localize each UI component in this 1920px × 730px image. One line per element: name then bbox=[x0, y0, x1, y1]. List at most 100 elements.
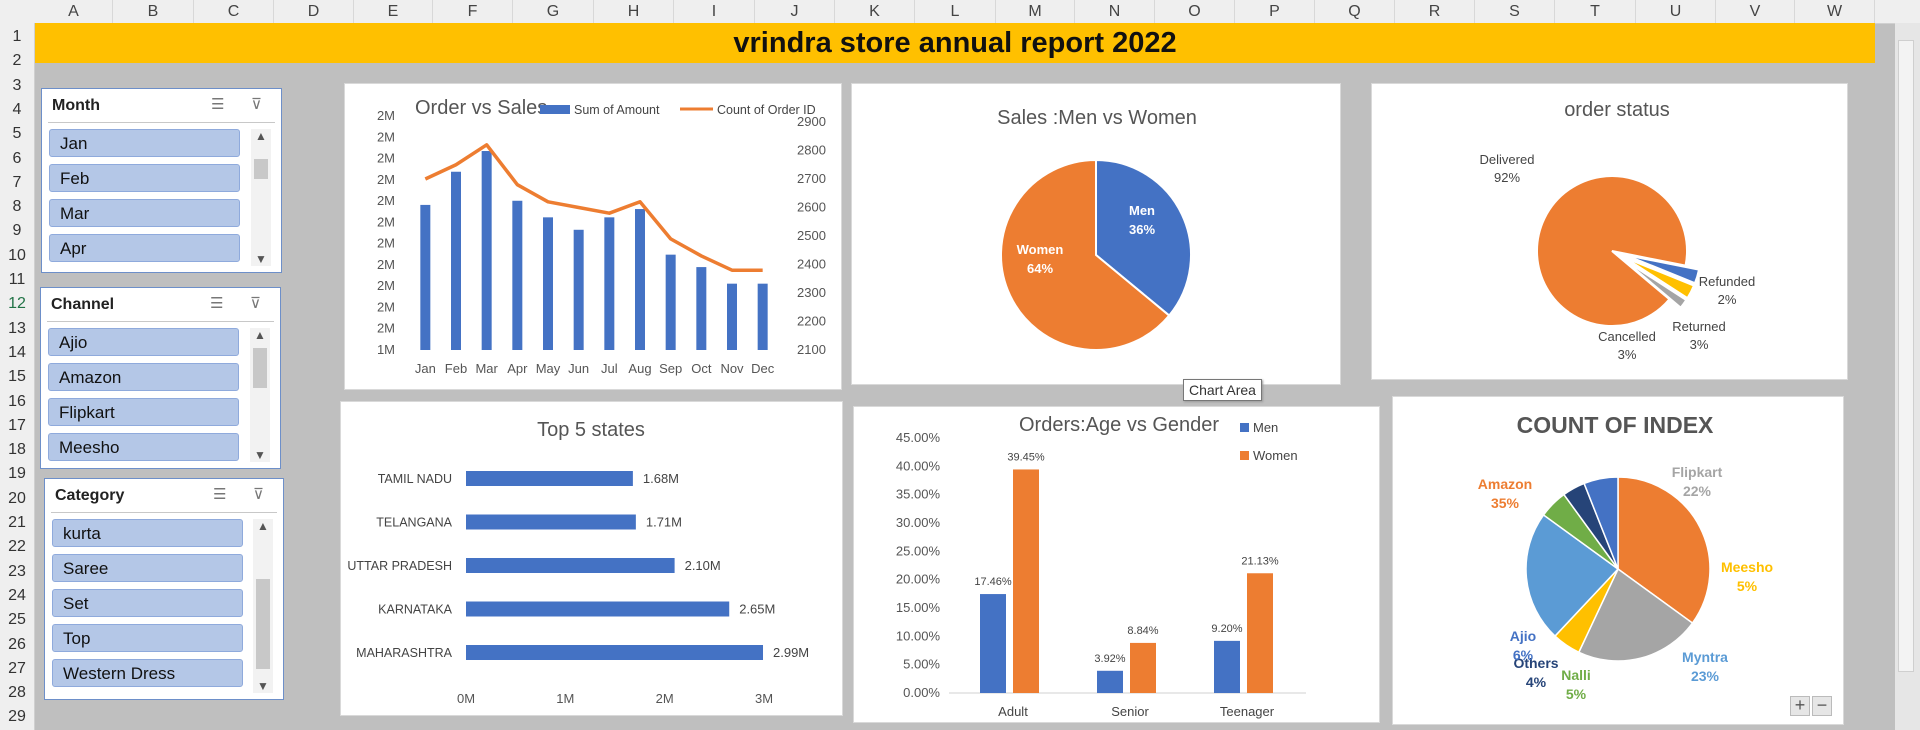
count-of-index-chart[interactable]: COUNT OF INDEX Amazon 35% Flipkart 22% Meesho… bbox=[1392, 396, 1844, 725]
column-header-f[interactable]: F bbox=[433, 0, 513, 23]
column-header-m[interactable]: M bbox=[996, 0, 1075, 23]
slicer-scroll-thumb[interactable] bbox=[256, 579, 270, 669]
column-header-c[interactable]: C bbox=[194, 0, 274, 23]
amount-bar bbox=[696, 267, 707, 350]
scroll-up-icon[interactable]: ▲ bbox=[254, 328, 266, 342]
scroll-up-icon[interactable]: ▲ bbox=[257, 519, 269, 533]
column-header-t[interactable]: T bbox=[1555, 0, 1636, 23]
zoom-plus-button[interactable]: + bbox=[1790, 696, 1810, 716]
row-header-6[interactable]: 6 bbox=[12, 149, 22, 167]
slicer-item-saree[interactable]: Saree bbox=[52, 554, 243, 582]
slicer-item-apr[interactable]: Apr bbox=[49, 234, 240, 262]
scroll-down-icon[interactable]: ▼ bbox=[255, 252, 267, 266]
row-header-29[interactable]: 29 bbox=[8, 708, 26, 726]
zoom-controls[interactable]: + − bbox=[1788, 695, 1832, 716]
x-tick: 0M bbox=[457, 691, 475, 706]
row-header-8[interactable]: 8 bbox=[12, 198, 22, 216]
scroll-down-icon[interactable]: ▼ bbox=[257, 679, 269, 693]
clear-filter-icon[interactable]: ⊽ bbox=[250, 295, 261, 312]
slicer-item-set[interactable]: Set bbox=[52, 589, 243, 617]
row-header-13[interactable]: 13 bbox=[8, 319, 26, 337]
slicer-item-mar[interactable]: Mar bbox=[49, 199, 240, 227]
row-header-20[interactable]: 20 bbox=[8, 489, 26, 507]
row-header-21[interactable]: 21 bbox=[8, 514, 26, 531]
slicer-item-jan[interactable]: Jan bbox=[49, 129, 240, 157]
row-header-16[interactable]: 16 bbox=[8, 392, 26, 410]
column-header-j[interactable]: J bbox=[755, 0, 835, 23]
row-header-24[interactable]: 24 bbox=[8, 586, 26, 604]
top5-states-svg: Top 5 states TAMIL NADU 1.68M TELANGANA 1.71… bbox=[347, 419, 809, 706]
slicer-item-western-dress[interactable]: Western Dress bbox=[52, 659, 243, 687]
multiselect-icon[interactable]: ☰ bbox=[210, 295, 224, 312]
row-header-25[interactable]: 25 bbox=[8, 611, 26, 629]
row-header-17[interactable]: 17 bbox=[8, 416, 26, 434]
clear-filter-icon[interactable]: ⊽ bbox=[253, 486, 264, 503]
column-header-s[interactable]: S bbox=[1475, 0, 1555, 23]
row-header-2[interactable]: 2 bbox=[12, 52, 22, 70]
column-header-u[interactable]: U bbox=[1636, 0, 1716, 23]
zoom-minus-button[interactable]: − bbox=[1812, 696, 1832, 716]
row-header-15[interactable]: 15 bbox=[8, 368, 26, 386]
row-header-9[interactable]: 9 bbox=[12, 222, 22, 240]
row-header-1[interactable]: 1 bbox=[12, 28, 22, 45]
column-header-w[interactable]: W bbox=[1795, 0, 1875, 23]
column-header-k[interactable]: K bbox=[835, 0, 915, 23]
slicer-item-flipkart[interactable]: Flipkart bbox=[48, 398, 239, 426]
column-header-n[interactable]: N bbox=[1075, 0, 1155, 23]
sheet-scroll-thumb[interactable] bbox=[1898, 40, 1914, 672]
multiselect-icon[interactable]: ☰ bbox=[211, 96, 225, 113]
column-header-e[interactable]: E bbox=[354, 0, 433, 23]
column-header-l[interactable]: L bbox=[915, 0, 996, 23]
column-header-r[interactable]: R bbox=[1395, 0, 1475, 23]
row-header-18[interactable]: 18 bbox=[8, 441, 26, 459]
column-header-d[interactable]: D bbox=[274, 0, 354, 23]
row-header-19[interactable]: 19 bbox=[8, 465, 26, 483]
slicer-scrollbar[interactable]: ▲ ▼ bbox=[253, 519, 273, 693]
column-header-b[interactable]: B bbox=[113, 0, 194, 23]
row-header-27[interactable]: 27 bbox=[8, 659, 26, 677]
order-vs-sales-chart[interactable]: Order vs Sales Sum of Amount Count of Orde… bbox=[344, 83, 842, 390]
slice-label: Nalli bbox=[1561, 667, 1591, 683]
row-header-23[interactable]: 23 bbox=[8, 562, 26, 580]
column-header-a[interactable]: A bbox=[35, 0, 113, 23]
row-header-22[interactable]: 22 bbox=[8, 538, 26, 556]
slicer-item-meesho[interactable]: Meesho bbox=[48, 433, 239, 461]
order-status-chart[interactable]: order status Delivered 92% Cancelled 3% Retur… bbox=[1371, 83, 1848, 380]
row-header-3[interactable]: 3 bbox=[12, 76, 22, 94]
scroll-up-icon[interactable]: ▲ bbox=[255, 129, 267, 143]
slicer-scrollbar[interactable]: ▲ ▼ bbox=[251, 129, 271, 266]
row-header-4[interactable]: 4 bbox=[12, 100, 22, 118]
row-header-12[interactable]: 12 bbox=[8, 295, 26, 313]
slicer-item-ajio[interactable]: Ajio bbox=[48, 328, 239, 356]
row-header-26[interactable]: 26 bbox=[8, 635, 26, 653]
slice-value: 6% bbox=[1513, 647, 1534, 663]
orders-age-gender-chart[interactable]: Orders:Age vs Gender Men Women 45.00% 40.00%… bbox=[853, 406, 1380, 723]
row-header-28[interactable]: 28 bbox=[8, 684, 26, 702]
scroll-down-icon[interactable]: ▼ bbox=[254, 448, 266, 462]
sales-men-women-chart[interactable]: Sales :Men vs Women Men 36% Women 64% bbox=[851, 83, 1341, 385]
slicer-scroll-thumb[interactable] bbox=[253, 348, 267, 388]
top5-states-chart[interactable]: Top 5 states TAMIL NADU 1.68M TELANGANA 1.71… bbox=[340, 401, 843, 716]
slicer-item-kurta[interactable]: kurta bbox=[52, 519, 243, 547]
column-header-h[interactable]: H bbox=[594, 0, 674, 23]
multiselect-icon[interactable]: ☰ bbox=[213, 486, 227, 503]
column-header-v[interactable]: V bbox=[1716, 0, 1795, 23]
row-header-14[interactable]: 14 bbox=[8, 343, 26, 361]
row-header-7[interactable]: 7 bbox=[12, 173, 22, 191]
column-header-g[interactable]: G bbox=[513, 0, 594, 23]
row-header-5[interactable]: 5 bbox=[12, 125, 22, 143]
column-header-p[interactable]: P bbox=[1235, 0, 1315, 23]
clear-filter-icon[interactable]: ⊽ bbox=[251, 96, 262, 113]
slicer-scroll-thumb[interactable] bbox=[254, 159, 268, 179]
column-header-i[interactable]: I bbox=[674, 0, 755, 23]
slice-value: 4% bbox=[1526, 674, 1547, 690]
column-header-q[interactable]: Q bbox=[1315, 0, 1395, 23]
slicer-item-feb[interactable]: Feb bbox=[49, 164, 240, 192]
row-header-10[interactable]: 10 bbox=[8, 246, 26, 264]
slicer-item-amazon[interactable]: Amazon bbox=[48, 363, 239, 391]
slicer-scrollbar[interactable]: ▲ ▼ bbox=[250, 328, 270, 462]
row-header-11[interactable]: 11 bbox=[8, 271, 26, 288]
column-header-o[interactable]: O bbox=[1155, 0, 1235, 23]
slice-label: Myntra bbox=[1682, 649, 1728, 665]
slicer-item-top[interactable]: Top bbox=[52, 624, 243, 652]
